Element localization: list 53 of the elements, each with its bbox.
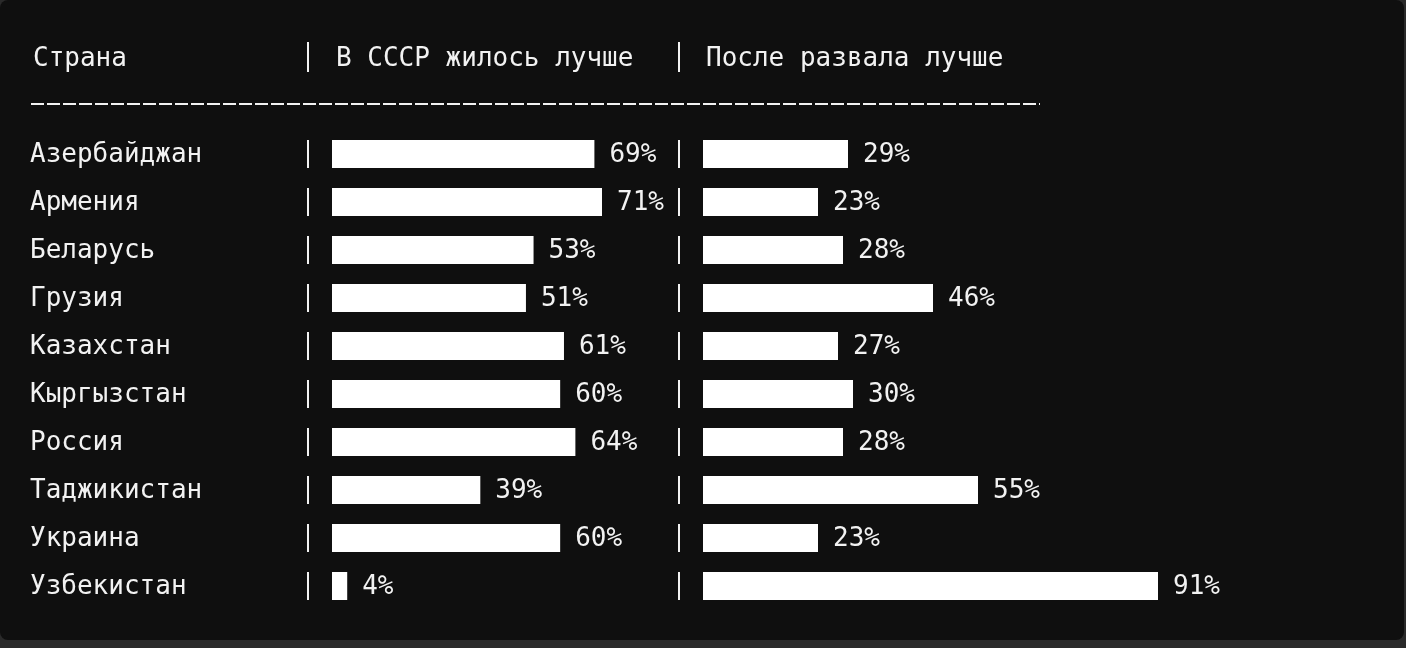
data-label: 61% [578, 329, 627, 360]
data-label: 69% [609, 137, 657, 168]
data-label: 27% [853, 329, 901, 360]
bar [332, 284, 526, 312]
bar [703, 380, 853, 408]
bar [332, 428, 576, 456]
data-label: 91% [1173, 569, 1221, 600]
data-label: 60% [575, 521, 623, 552]
bar [703, 284, 933, 312]
data-label: 28% [858, 425, 906, 456]
bar [703, 188, 818, 216]
bar [332, 380, 561, 408]
bar [332, 140, 595, 168]
data-label: 29% [863, 137, 911, 168]
bar [703, 428, 843, 456]
data-label: 60% [575, 377, 623, 408]
data-label: 23% [833, 185, 881, 216]
bar [332, 572, 348, 600]
data-label: 46% [948, 281, 996, 312]
bar [332, 524, 561, 552]
bar [332, 236, 534, 264]
y-axis-title: Страна [33, 41, 127, 72]
chart-title: В СССР жилось лучше [336, 41, 634, 72]
data-label: 64% [590, 425, 638, 456]
data-label: 51% [540, 281, 589, 312]
bar [332, 476, 481, 504]
bar [332, 332, 564, 360]
bar [332, 188, 602, 216]
y-tick-label: Таджикистан [30, 473, 203, 504]
y-tick-label: Грузия [30, 281, 124, 312]
y-tick-label: Казахстан [30, 329, 171, 360]
y-tick-label: Армения [30, 185, 140, 216]
bar [703, 572, 1158, 600]
data-label: 23% [833, 521, 881, 552]
y-tick-label: Беларусь [30, 233, 156, 264]
data-label: 53% [548, 233, 596, 264]
y-tick-label: Россия [30, 425, 124, 456]
data-label: 55% [993, 473, 1041, 504]
data-label: 39% [495, 473, 543, 504]
bar [703, 476, 978, 504]
data-label: 4% [362, 569, 394, 600]
bar [703, 236, 843, 264]
chart-title: После развала лучше [706, 41, 1004, 72]
y-tick-label: Узбекистан [30, 569, 187, 600]
bar [703, 140, 848, 168]
data-label: 28% [858, 233, 906, 264]
bar [703, 524, 818, 552]
data-label: 71% [617, 185, 665, 216]
y-tick-label: Азербайджан [30, 137, 203, 168]
y-tick-label: Кыргызстан [30, 377, 187, 408]
data-label: 30% [868, 377, 916, 408]
y-tick-label: Украина [30, 521, 140, 552]
bar [703, 332, 838, 360]
